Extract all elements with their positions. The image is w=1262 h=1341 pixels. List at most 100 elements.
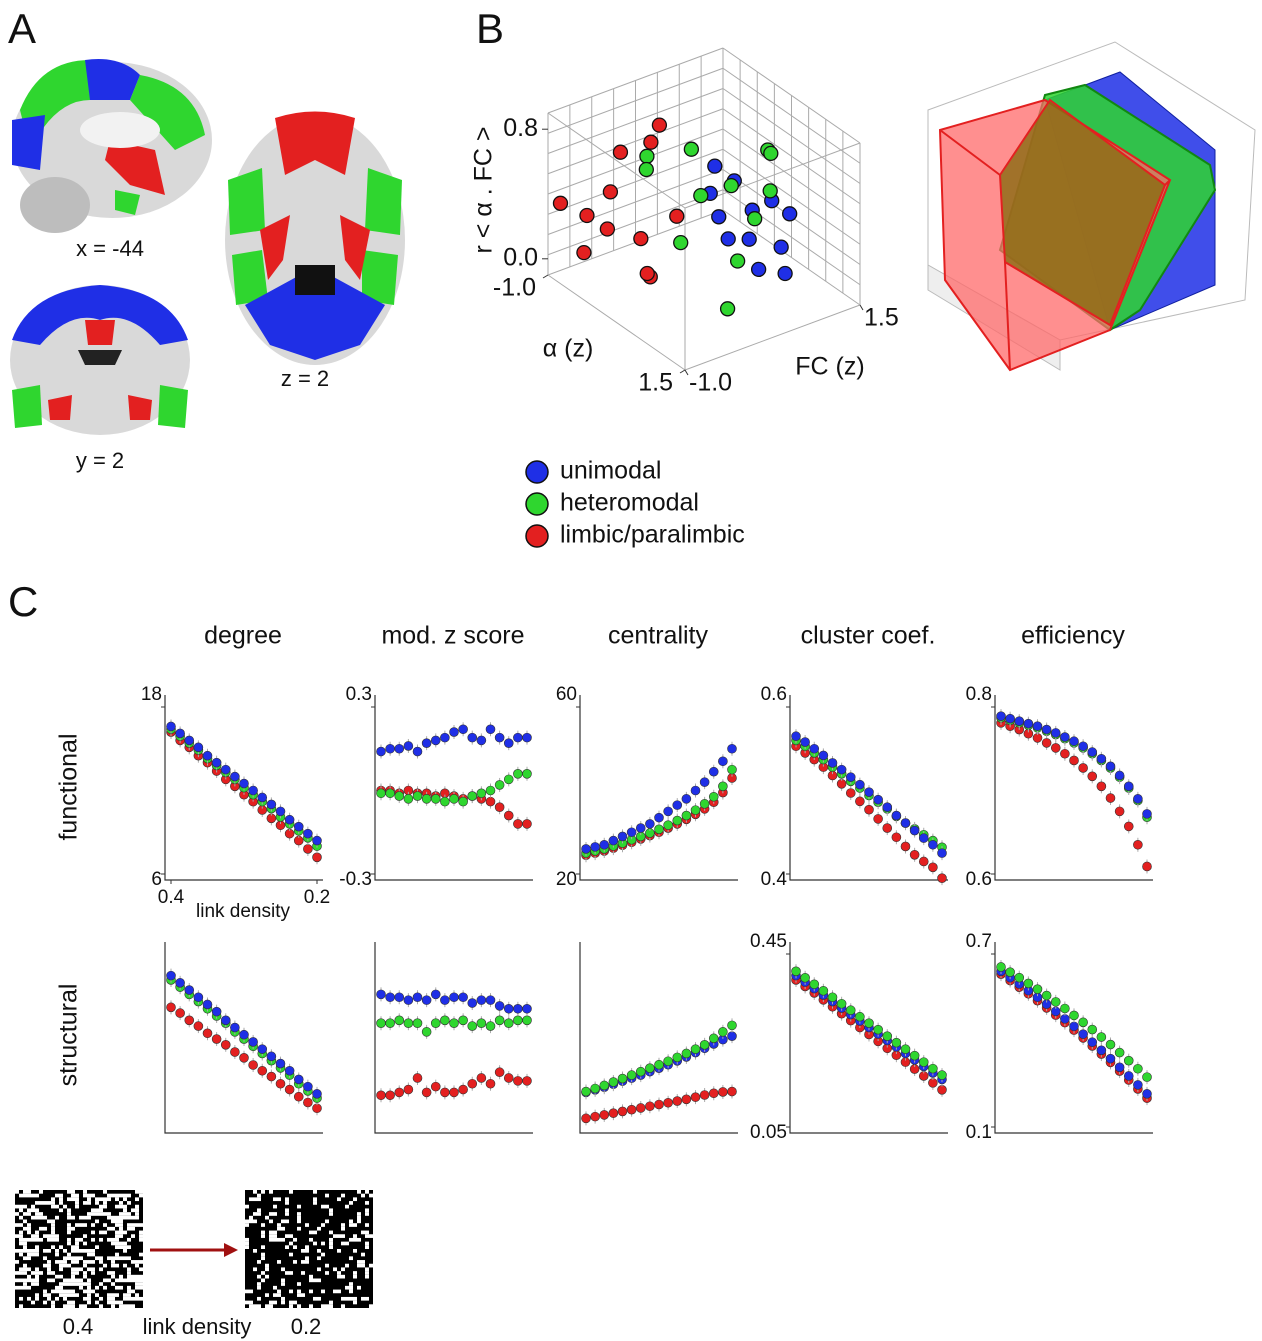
data-point <box>618 1074 627 1083</box>
matrix-cell <box>297 1205 301 1209</box>
data-point <box>395 1016 404 1025</box>
matrix-cell <box>119 1194 123 1198</box>
data-point <box>167 1003 176 1012</box>
data-point <box>591 1112 600 1121</box>
matrix-cell <box>111 1271 115 1275</box>
scatter-point <box>652 118 666 132</box>
data-point <box>1042 991 1051 1000</box>
matrix-cell <box>75 1267 79 1271</box>
data-point <box>1042 725 1051 734</box>
matrix-cell <box>139 1253 143 1257</box>
matrix-cell <box>83 1249 87 1253</box>
data-point <box>709 792 718 801</box>
data-point <box>404 996 413 1005</box>
matrix-cell <box>269 1220 273 1224</box>
matrix-cell <box>15 1279 19 1283</box>
adjacency-matrix <box>245 1190 373 1308</box>
matrix-cell <box>265 1267 269 1271</box>
data-point <box>404 1019 413 1028</box>
y-tick-label: 1.5 <box>638 369 673 397</box>
slice-label: z = 2 <box>281 366 329 391</box>
matrix-cell <box>317 1249 321 1253</box>
data-point <box>1070 1011 1079 1020</box>
matrix-cell <box>309 1279 313 1283</box>
matrix-cell <box>95 1293 99 1297</box>
matrix-cell <box>47 1249 51 1253</box>
matrix-cell <box>67 1216 71 1220</box>
matrix-cell <box>71 1256 75 1260</box>
matrix-cell <box>127 1227 131 1231</box>
data-point <box>700 1090 709 1099</box>
matrix-cell <box>123 1194 127 1198</box>
matrix-cell <box>75 1205 79 1209</box>
data-point <box>377 990 386 999</box>
matrix-cell <box>63 1293 67 1297</box>
matrix-cell <box>55 1238 59 1242</box>
matrix-cell <box>119 1205 123 1209</box>
data-point <box>513 1076 522 1085</box>
data-point <box>240 1053 249 1062</box>
data-point <box>1088 1038 1097 1047</box>
matrix-cell <box>55 1216 59 1220</box>
matrix-cell <box>31 1238 35 1242</box>
matrix-cell <box>67 1197 71 1201</box>
data-point <box>591 1084 600 1093</box>
matrix-cell <box>59 1208 63 1212</box>
matrix-cell <box>51 1245 55 1249</box>
data-point <box>395 993 404 1002</box>
data-point <box>728 1021 737 1030</box>
matrix-cell <box>245 1245 249 1249</box>
matrix-cell <box>35 1216 39 1220</box>
matrix-cell <box>23 1279 27 1283</box>
data-point <box>865 788 874 797</box>
data-point <box>636 1103 645 1112</box>
data-point <box>1060 1014 1069 1023</box>
matrix-cell <box>87 1282 91 1286</box>
data-point <box>468 999 477 1008</box>
matrix-cell <box>119 1286 123 1290</box>
matrix-cell <box>265 1264 269 1268</box>
data-point <box>691 786 700 795</box>
data-point <box>1133 1080 1142 1089</box>
matrix-cell <box>253 1249 257 1253</box>
data-point <box>645 1102 654 1111</box>
data-point <box>450 993 459 1002</box>
matrix-cell <box>301 1293 305 1297</box>
y-tick-label: 60 <box>556 684 577 705</box>
matrix-label: 0.2 <box>291 1314 322 1339</box>
data-point <box>504 1073 513 1082</box>
matrix-cell <box>19 1234 23 1238</box>
matrix-cell <box>87 1253 91 1257</box>
matrix-cell <box>353 1234 357 1238</box>
matrix-cell <box>277 1223 281 1227</box>
matrix-cell <box>245 1290 249 1294</box>
matrix-cell <box>353 1275 357 1279</box>
matrix-cell <box>31 1208 35 1212</box>
matrix-cell <box>111 1242 115 1246</box>
matrix-cell <box>87 1260 91 1264</box>
brain-axial <box>225 112 405 366</box>
matrix-cell <box>107 1194 111 1198</box>
data-point <box>440 996 449 1005</box>
data-point <box>938 1071 947 1080</box>
matrix-cell <box>35 1249 39 1253</box>
matrix-cell <box>19 1242 23 1246</box>
matrix-cell <box>305 1245 309 1249</box>
matrix-cell <box>285 1212 289 1216</box>
matrix-cell <box>83 1190 87 1194</box>
data-point <box>504 811 513 820</box>
matrix-cell <box>289 1242 293 1246</box>
data-point <box>591 842 600 851</box>
matrix-cell <box>51 1201 55 1205</box>
matrix-cell <box>123 1231 127 1235</box>
matrix-cell <box>341 1267 345 1271</box>
matrix-cell <box>123 1212 127 1216</box>
y-tick-label: 0.6 <box>761 684 787 705</box>
matrix-cell <box>281 1282 285 1286</box>
data-point <box>404 741 413 750</box>
matrix-cell <box>293 1301 297 1305</box>
matrix-cell <box>35 1231 39 1235</box>
data-point <box>645 819 654 828</box>
matrix-cell <box>139 1282 143 1286</box>
data-point <box>240 1030 249 1039</box>
